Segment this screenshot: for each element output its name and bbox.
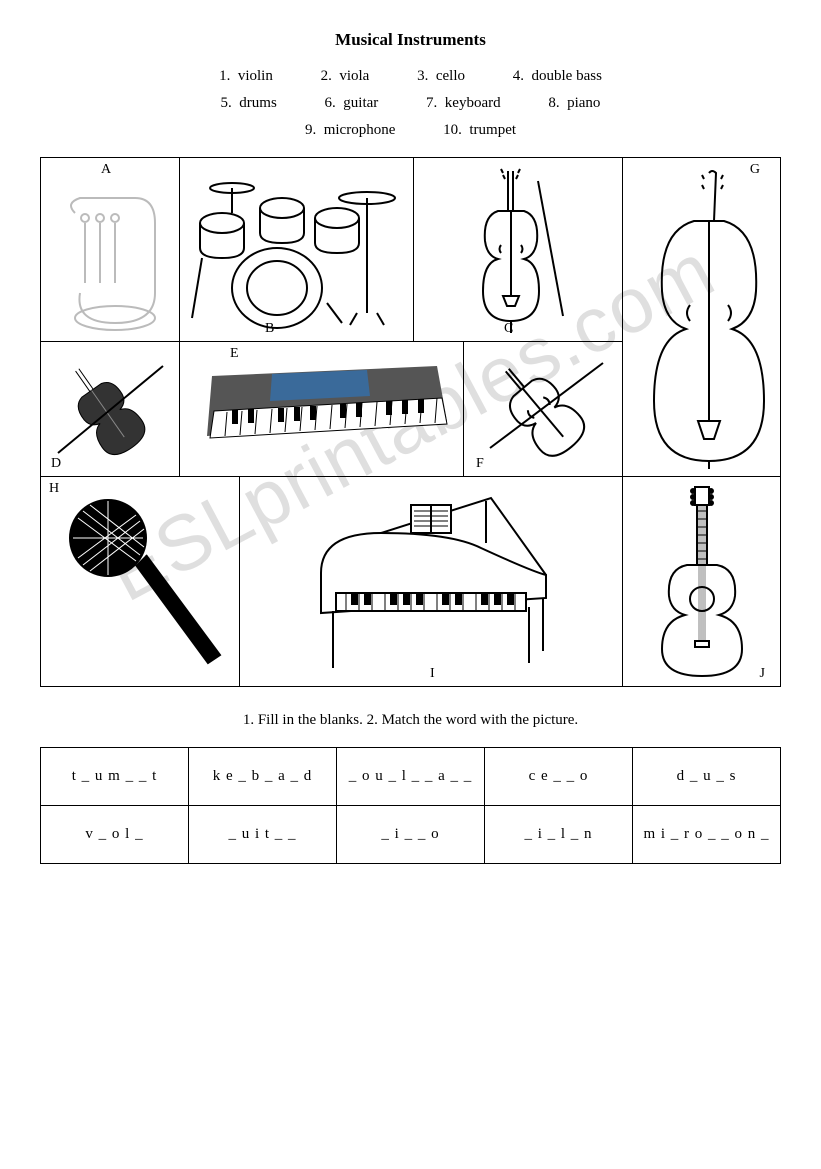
word-item: 4. double bass	[513, 68, 602, 85]
cell-d-viola: D	[40, 341, 180, 477]
blank-cell: m i _ r o _ _ o n _	[633, 806, 781, 864]
viola-icon	[43, 348, 178, 468]
word-item: 5. drums	[221, 95, 277, 112]
table-row: v _ o l _ _ u i t _ _ _ i _ _ o _ i _ l …	[41, 806, 781, 864]
blank-cell: k e _ b _ a _ d	[189, 748, 337, 806]
word-item: 2. viola	[321, 68, 370, 85]
label-c: C	[504, 321, 513, 337]
cell-h-microphone: H	[40, 476, 240, 687]
cell-g-double-bass: G	[622, 157, 781, 477]
label-h: H	[49, 481, 59, 497]
blank-cell: _ o u _ l _ _ a _ _	[337, 748, 485, 806]
piano-icon	[281, 483, 581, 678]
blank-cell: t _ u m _ _ t	[41, 748, 189, 806]
instructions: 1. Fill in the blanks. 2. Match the word…	[40, 712, 781, 729]
double-bass-icon	[624, 161, 779, 471]
label-d: D	[51, 456, 61, 472]
word-row-3: 9. microphone 10. trumpet	[40, 122, 781, 139]
trumpet-icon	[45, 173, 175, 333]
word-item: 10. trumpet	[443, 122, 516, 139]
label-e: E	[230, 346, 239, 362]
cell-f-violin: F	[463, 341, 623, 477]
blanks-table: t _ u m _ _ t k e _ b _ a _ d _ o u _ l …	[40, 747, 781, 864]
word-list: 1. violin 2. viola 3. cello 4. double ba…	[40, 68, 781, 139]
page-title: Musical Instruments	[40, 30, 781, 50]
drums-icon	[182, 163, 412, 333]
blank-cell: v _ o l _	[41, 806, 189, 864]
cell-a-trumpet: A	[40, 157, 180, 342]
label-f: F	[476, 456, 484, 472]
label-i: I	[430, 666, 435, 682]
blank-cell: _ u i t _ _	[189, 806, 337, 864]
word-item: 3. cello	[417, 68, 465, 85]
label-j: J	[760, 666, 765, 682]
word-item: 8. piano	[548, 95, 600, 112]
blank-cell: c e _ _ o	[485, 748, 633, 806]
blank-cell: _ i _ _ o	[337, 806, 485, 864]
instrument-grid: ESLprintables.com A B	[40, 157, 781, 687]
word-item: 1. violin	[219, 68, 273, 85]
violin-icon	[468, 348, 618, 468]
label-b: B	[265, 321, 274, 337]
label-g: G	[750, 162, 760, 178]
word-item: 6. guitar	[325, 95, 379, 112]
cell-i-piano: I	[239, 476, 623, 687]
keyboard-icon	[192, 356, 452, 471]
blank-cell: d _ u _ s	[633, 748, 781, 806]
table-row: t _ u m _ _ t k e _ b _ a _ d _ o u _ l …	[41, 748, 781, 806]
cell-j-guitar: J	[622, 476, 781, 687]
cell-b-drums: B	[179, 157, 414, 342]
word-row-2: 5. drums 6. guitar 7. keyboard 8. piano	[40, 95, 781, 112]
cello-icon	[453, 161, 583, 336]
microphone-icon	[48, 483, 233, 678]
label-a: A	[101, 162, 111, 178]
guitar-icon	[647, 481, 757, 681]
cell-c-cello: C	[413, 157, 623, 342]
word-row-1: 1. violin 2. viola 3. cello 4. double ba…	[40, 68, 781, 85]
word-item: 7. keyboard	[426, 95, 501, 112]
word-item: 9. microphone	[305, 122, 395, 139]
blank-cell: _ i _ l _ n	[485, 806, 633, 864]
cell-e-keyboard: E	[179, 341, 464, 477]
